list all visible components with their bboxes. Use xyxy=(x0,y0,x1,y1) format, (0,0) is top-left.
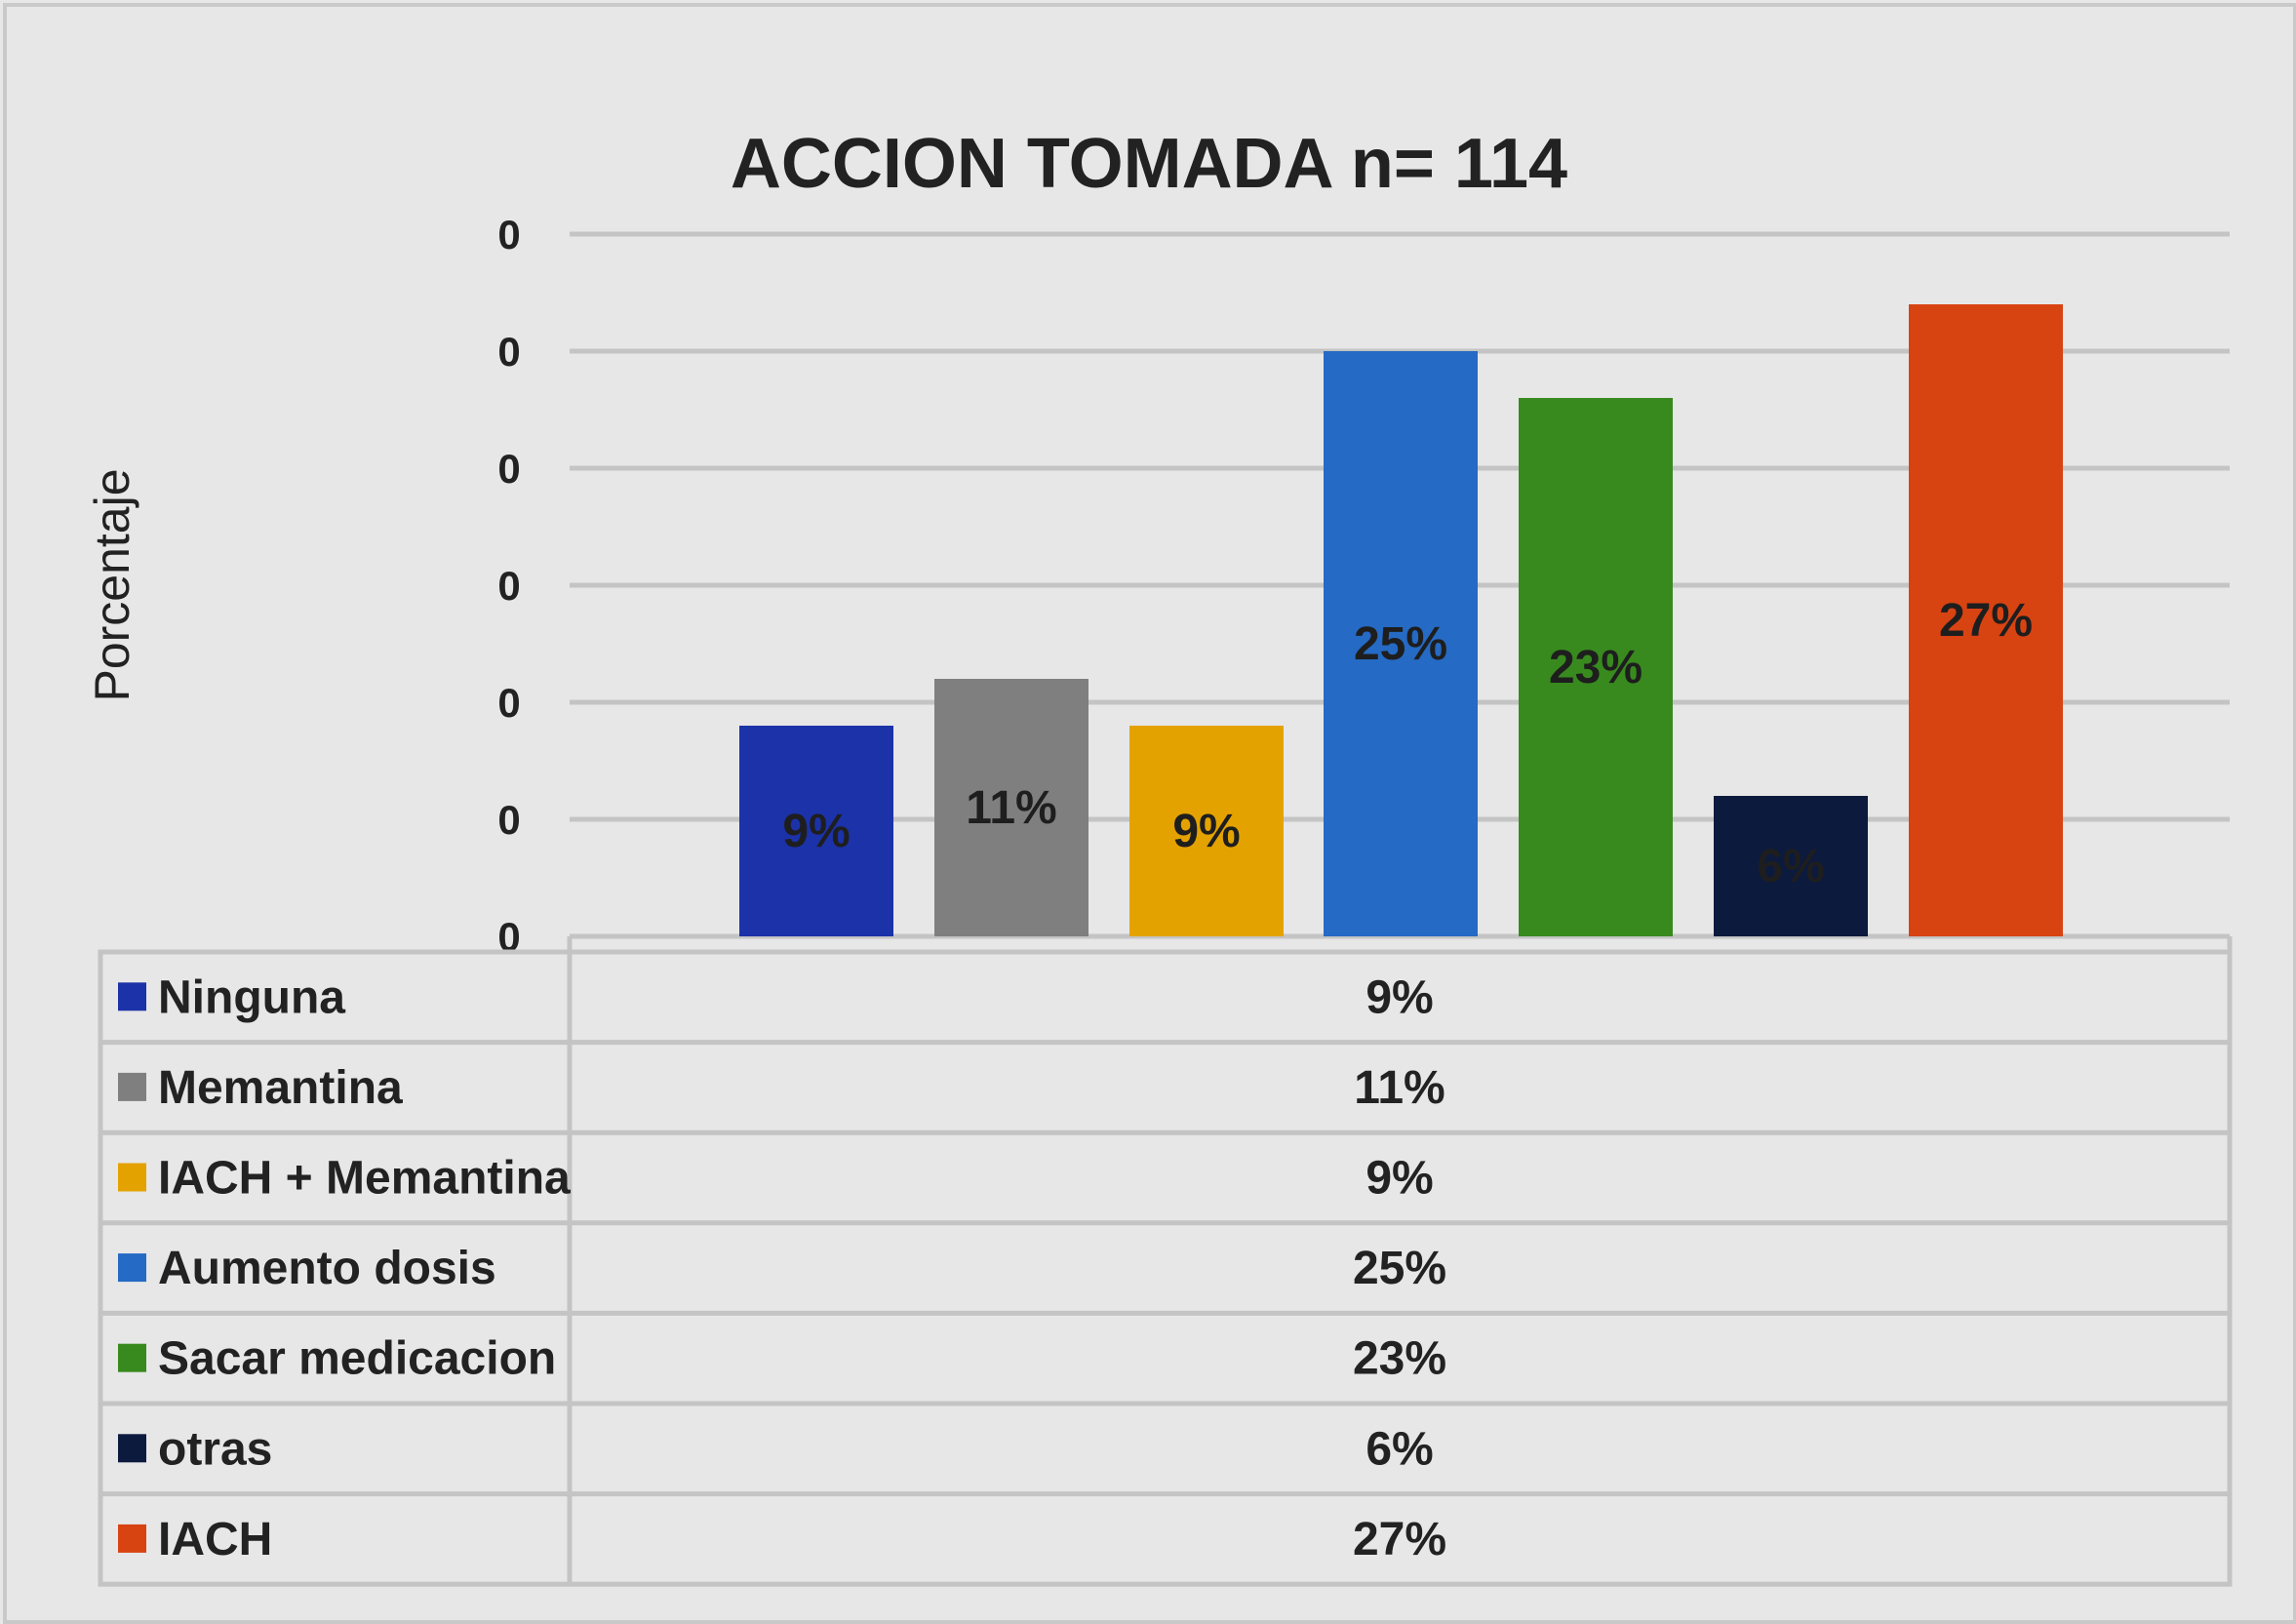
table-row: IACH 27% xyxy=(118,1514,1446,1565)
legend-swatch xyxy=(118,1343,146,1372)
legend-swatch xyxy=(118,982,146,1011)
bar-value-label: 9% xyxy=(782,806,850,857)
table-cell-value: 9% xyxy=(1366,1153,1433,1205)
bar xyxy=(739,726,893,936)
bar-value-label: 6% xyxy=(1757,841,1824,892)
bar-value-label: 9% xyxy=(1172,806,1240,857)
y-tick-label: 0 xyxy=(497,914,520,960)
table-row: Ninguna 9% xyxy=(118,971,1434,1023)
legend-label: Aumento dosis xyxy=(158,1243,496,1294)
table-cell-value: 25% xyxy=(1353,1243,1446,1294)
table-cell-value: 9% xyxy=(1366,971,1433,1023)
bar xyxy=(1519,398,1673,936)
bar xyxy=(1324,351,1478,936)
bar xyxy=(1129,726,1284,936)
legend-swatch xyxy=(118,1524,146,1553)
legend-swatch xyxy=(118,1072,146,1101)
table-cell-value: 11% xyxy=(1354,1062,1445,1114)
y-tick-label: 0 xyxy=(497,680,520,726)
bar-value-label: 27% xyxy=(1939,595,2033,647)
legend-label: Memantina xyxy=(158,1062,403,1114)
bar-value-label: 23% xyxy=(1549,642,1643,693)
bar xyxy=(1909,304,2063,936)
legend-swatch xyxy=(118,1253,146,1283)
legend-swatch xyxy=(118,1434,146,1463)
y-tick-label: 0 xyxy=(497,563,520,609)
bar-value-label: 25% xyxy=(1354,618,1447,670)
y-tick-label: 0 xyxy=(497,329,520,375)
bars xyxy=(739,304,2063,936)
bar-value-label: 11% xyxy=(966,782,1056,834)
table-cell-value: 27% xyxy=(1353,1514,1446,1565)
legend-label: otras xyxy=(158,1423,272,1475)
y-tick-label: 0 xyxy=(497,212,520,257)
legend-swatch xyxy=(118,1163,146,1192)
table-row: Memantina 11% xyxy=(118,1062,1445,1114)
y-axis-ticks: 0 0 0 0 0 0 0 xyxy=(497,212,520,960)
legend-label: IACH + Memantina xyxy=(158,1153,571,1205)
table-border xyxy=(98,949,2233,1587)
bar xyxy=(934,679,1089,936)
bar xyxy=(1714,796,1868,936)
bar-value-labels: 9% 11% 9% 25% 23% 6% 27% xyxy=(782,595,2033,892)
data-table: Ninguna 9% Memantina 11% IACH + Memantina 9% A… xyxy=(98,936,2233,1587)
y-tick-label: 0 xyxy=(497,797,520,843)
table-row: IACH + Memantina 9% xyxy=(118,1153,1434,1205)
chart-title: ACCION TOMADA n= 114 xyxy=(731,125,1567,203)
table-cell-value: 6% xyxy=(1366,1423,1433,1475)
legend-label: IACH xyxy=(158,1514,272,1565)
y-tick-label: 0 xyxy=(497,446,520,492)
table-row: Sacar medicacion 23% xyxy=(118,1333,1446,1385)
table-row: Aumento dosis 25% xyxy=(118,1243,1446,1294)
y-axis-label: Porcentaje xyxy=(85,468,139,701)
legend-label: Sacar medicacion xyxy=(158,1333,556,1385)
table-row: otras 6% xyxy=(118,1423,1434,1475)
legend-label: Ninguna xyxy=(158,971,345,1023)
table-cell-value: 23% xyxy=(1353,1333,1446,1385)
